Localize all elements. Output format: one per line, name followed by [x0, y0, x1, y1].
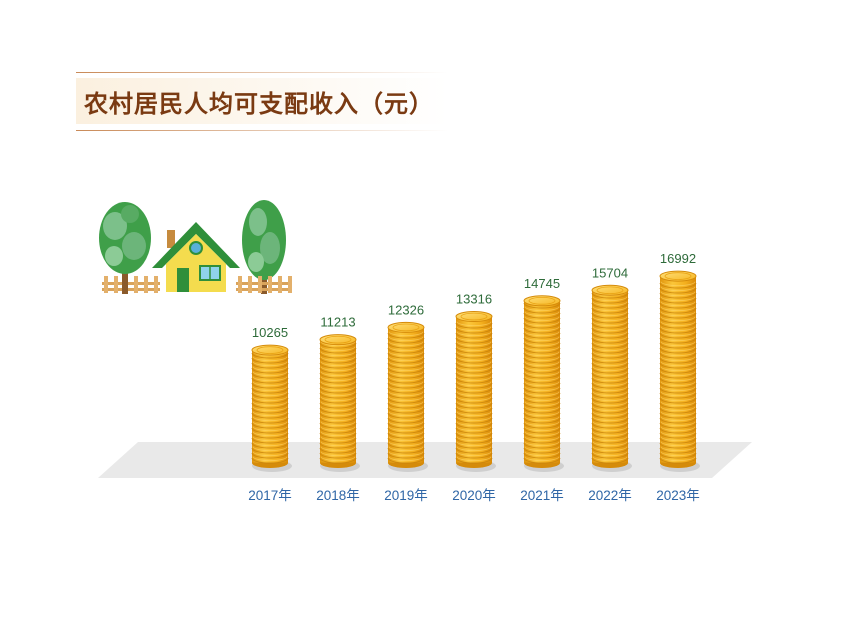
x-tick-label: 2023年	[656, 488, 700, 503]
chart-title: 农村居民人均可支配收入（元）	[84, 90, 434, 118]
x-tick-label: 2020年	[452, 488, 496, 503]
value-label: 15704	[592, 265, 628, 280]
fence-icon	[102, 276, 160, 293]
floor-platform	[98, 442, 752, 478]
value-label: 16992	[660, 251, 696, 266]
x-tick-label: 2019年	[384, 488, 428, 503]
coin-stack-bar	[591, 284, 632, 472]
coin-stack-bar	[387, 321, 428, 472]
tree-icon	[99, 202, 151, 294]
category-labels: 2017年 2018年 2019年 2020年 2021年 2022年 2023年	[248, 488, 700, 503]
coin-stacks	[251, 270, 700, 472]
value-label: 14745	[524, 276, 560, 291]
value-labels: 10265 11213 12326 13316 14745 15704 16992	[252, 251, 696, 340]
coin-stack-bar	[523, 295, 564, 472]
value-label: 12326	[388, 302, 424, 317]
house-icon	[152, 222, 240, 292]
title-background	[76, 78, 448, 124]
title-rule-top	[76, 72, 448, 73]
value-label: 10265	[252, 325, 288, 340]
title-rule-bottom	[76, 130, 448, 131]
title-banner: 农村居民人均可支配收入（元）	[76, 72, 448, 132]
x-tick-label: 2017年	[248, 488, 292, 503]
value-label: 11213	[320, 315, 355, 330]
value-label: 13316	[456, 292, 492, 307]
coin-stack-bar	[455, 311, 496, 472]
coin-stack-bar	[251, 344, 292, 472]
village-illustration	[99, 200, 292, 294]
tree-icon	[242, 200, 286, 294]
x-tick-label: 2021年	[520, 488, 564, 503]
x-tick-label: 2018年	[316, 488, 360, 503]
x-tick-label: 2022年	[588, 488, 632, 503]
coin-stack-bar	[659, 270, 700, 472]
fence-icon	[236, 276, 292, 293]
coin-stack-bar	[319, 334, 360, 472]
